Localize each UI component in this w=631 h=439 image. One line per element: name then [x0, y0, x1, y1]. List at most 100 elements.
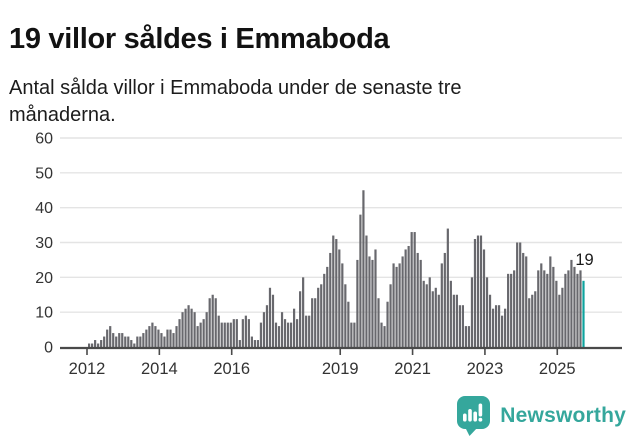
bar [464, 326, 468, 347]
bar [365, 235, 368, 347]
bar [139, 336, 142, 347]
bar [494, 305, 498, 347]
bar [311, 298, 314, 347]
bar [121, 333, 124, 347]
bar [377, 298, 380, 347]
bar [570, 259, 573, 347]
bar [193, 312, 196, 347]
x-axis-tick-label: 2012 [69, 360, 106, 378]
x-axis-tick-label: 2014 [141, 360, 178, 378]
bar [277, 326, 281, 347]
bar [274, 322, 278, 347]
bar [510, 273, 513, 347]
bar [317, 287, 320, 347]
bar [214, 298, 217, 347]
bar [299, 291, 302, 347]
bar [491, 308, 495, 347]
bar [479, 235, 483, 347]
bar [401, 256, 404, 347]
bar [142, 333, 145, 347]
bar [413, 232, 416, 347]
bar [244, 315, 247, 347]
bar [561, 287, 564, 347]
y-axis-tick-label: 10 [35, 305, 53, 322]
bar [534, 291, 537, 347]
bar [253, 340, 257, 347]
bar [356, 259, 359, 347]
bar [226, 322, 229, 347]
bar [259, 322, 263, 347]
bar [362, 190, 365, 347]
bar [271, 294, 275, 347]
bar [280, 312, 284, 347]
bar [555, 280, 558, 347]
bar [308, 315, 311, 347]
bar [115, 336, 118, 347]
brand-footer[interactable]: Newsworthy [456, 395, 626, 436]
bar [136, 336, 139, 347]
bar [482, 249, 486, 347]
bar [326, 266, 329, 347]
bar [229, 322, 232, 347]
bar [157, 329, 160, 347]
bar [305, 315, 308, 347]
bar [127, 336, 130, 347]
bar [341, 263, 344, 347]
bar [103, 336, 106, 347]
page-title: 19 villor såldes i Emmaboda [9, 23, 390, 56]
bar [106, 329, 109, 347]
bar [543, 270, 546, 347]
bar [497, 305, 501, 347]
bar [235, 319, 238, 347]
bar [256, 340, 260, 347]
bar [440, 263, 443, 347]
bar [88, 343, 91, 347]
bar [190, 308, 193, 347]
bar [241, 319, 244, 347]
bar [265, 305, 269, 347]
bar [202, 319, 205, 347]
bar [347, 301, 350, 347]
bar [181, 312, 184, 347]
bar [268, 287, 272, 347]
bar [488, 294, 492, 347]
chart-subtitle: Antal sålda villor i Emmaboda under de s… [9, 77, 462, 126]
bar [398, 263, 401, 347]
bar [564, 273, 567, 347]
bar [199, 322, 202, 347]
bar [504, 308, 507, 347]
bar [172, 333, 175, 347]
y-axis-tick-label: 50 [35, 165, 53, 182]
bar [573, 266, 576, 347]
bar [446, 228, 449, 347]
bar [540, 263, 543, 347]
bar [332, 235, 335, 347]
bar [130, 340, 133, 347]
brand-name: Newsworthy [500, 403, 626, 427]
bar [118, 333, 121, 347]
bar [461, 305, 465, 347]
x-axis-tick-label: 2023 [467, 360, 504, 378]
bar [434, 287, 437, 347]
bar [184, 308, 187, 347]
x-axis-tick-label: 2016 [213, 360, 250, 378]
bar [238, 340, 241, 347]
bar [175, 326, 178, 347]
bar [501, 315, 504, 347]
bar [91, 343, 94, 347]
bar [151, 322, 154, 347]
bar [223, 322, 226, 347]
bar [329, 252, 332, 347]
y-axis-tick-label: 40 [35, 200, 53, 217]
bar [416, 252, 419, 347]
bar [250, 336, 253, 347]
bar [467, 326, 471, 347]
bar [302, 277, 305, 347]
bar [160, 333, 163, 347]
bar [455, 294, 458, 347]
highlighted-bar [582, 280, 585, 347]
bar [485, 277, 489, 347]
bar [383, 326, 386, 347]
bar [124, 336, 127, 347]
